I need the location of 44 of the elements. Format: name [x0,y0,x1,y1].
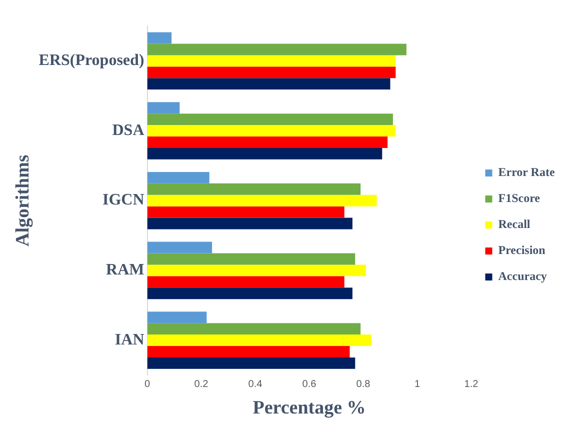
x-axis-title: Percentage % [252,398,366,419]
legend-label: F1Score [498,191,541,206]
bar [147,206,344,218]
bar [147,125,396,136]
legend-label: Error Rate [498,165,556,180]
y-axis-title: Algorithms [12,154,34,247]
bar [147,312,207,324]
x-tick-label: 0.8 [356,378,371,390]
bar [147,276,344,288]
x-tick-label: 0.2 [194,378,209,390]
bar [147,114,393,126]
bar [147,242,212,254]
bar [147,288,352,300]
bar [147,44,406,56]
bar [147,183,361,195]
x-tick-label: 0.4 [248,378,263,390]
bar [147,148,382,160]
x-tick-label: 0.6 [302,378,317,390]
x-tick-label: 1 [414,378,420,390]
bar [147,78,390,90]
bar [147,253,356,265]
bar [147,357,356,369]
y-tick-label: DSA [112,122,145,139]
bar [147,172,210,184]
bar [147,218,352,230]
x-tick-label: 1.2 [464,378,479,390]
bar [147,66,396,78]
bar [147,136,388,148]
bar [147,323,361,335]
bar [147,334,372,346]
legend-label: Precision [498,243,546,258]
bar [147,264,366,276]
bar [147,346,350,358]
y-tick-label: IGCN [102,192,145,209]
x-tick-label: 0 [144,378,150,390]
bar [147,102,180,114]
legend-label: Accuracy [498,269,547,284]
bar [147,32,172,44]
bar [147,55,396,67]
legend-label: Recall [498,217,531,232]
y-tick-label: ERS(Proposed) [38,52,144,70]
y-tick-label: IAN [114,331,145,348]
y-tick-label: RAM [106,262,144,279]
bar [147,194,377,206]
